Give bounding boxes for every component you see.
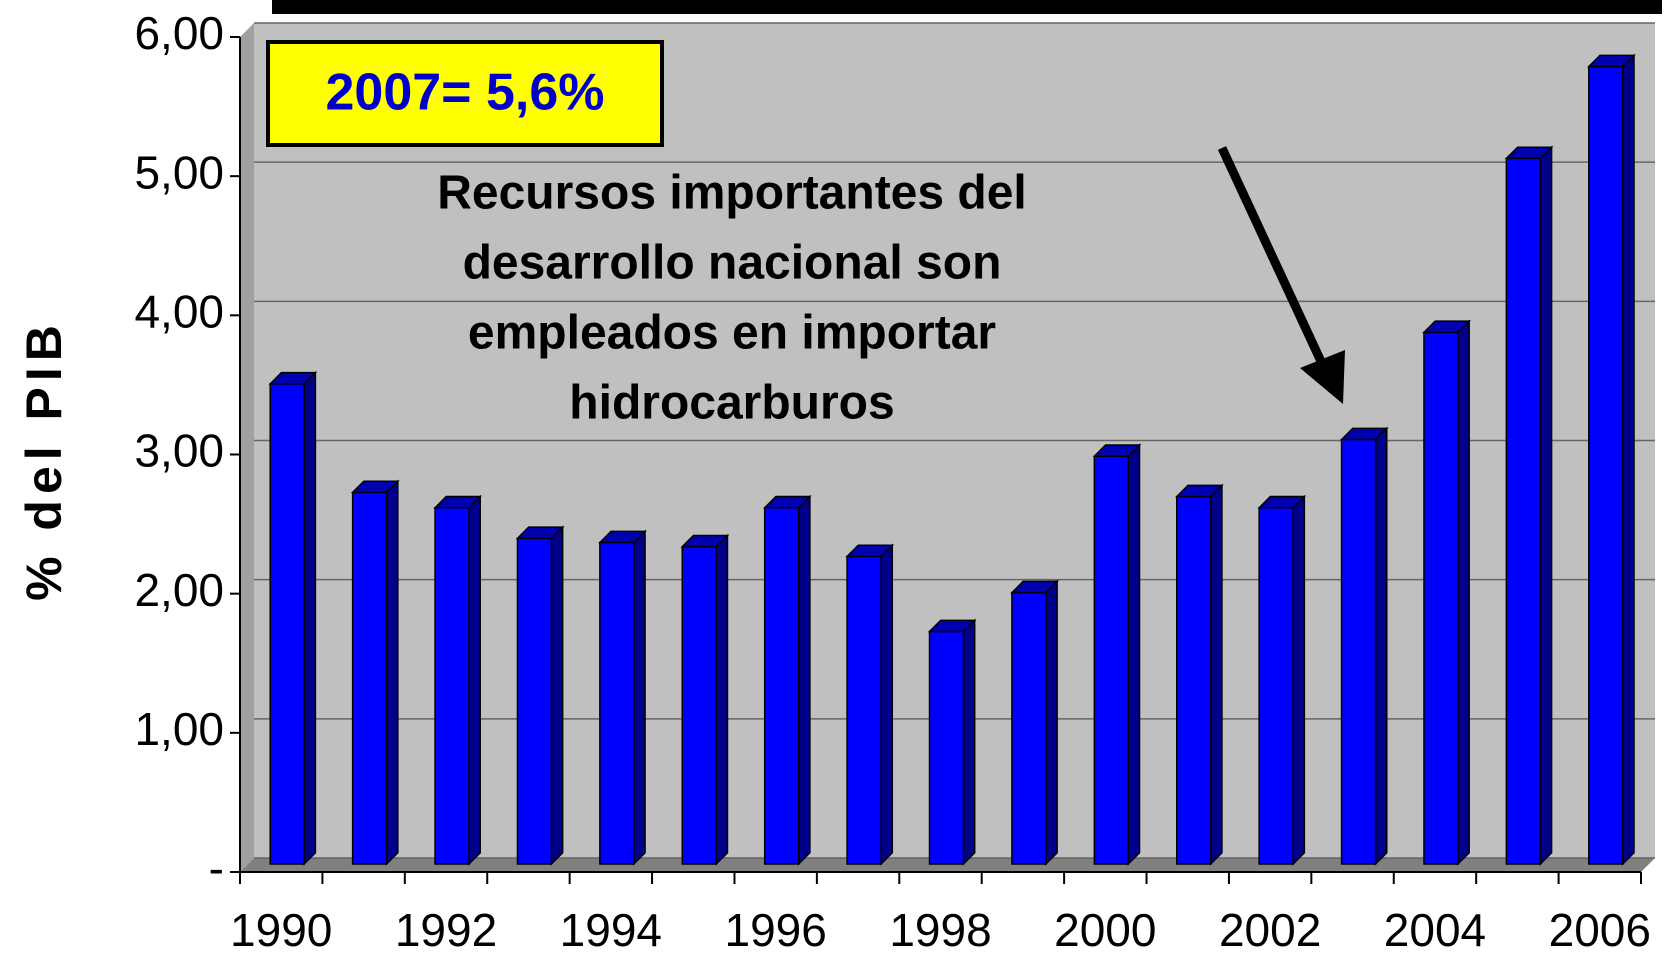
bar-group (927, 618, 977, 866)
bar-group (1504, 145, 1554, 866)
bar-group (1174, 483, 1224, 866)
bar-group (268, 370, 318, 866)
bar-group (1586, 53, 1636, 866)
bar-side (1209, 483, 1223, 866)
bar-side (715, 533, 729, 866)
bar (599, 541, 635, 865)
bar-side (1374, 426, 1388, 866)
side-wall (240, 23, 254, 872)
bar-side (880, 543, 894, 866)
annotation: desarrollo nacional son (463, 237, 1002, 290)
bar (1093, 455, 1130, 865)
y-tick-label: - (209, 842, 224, 894)
y-tick-label: 2,00 (134, 564, 224, 616)
bar-group (598, 529, 647, 866)
bar-side (1045, 579, 1058, 866)
x-tick-label: 1990 (230, 904, 332, 956)
bar (269, 383, 305, 865)
bar-side (1292, 494, 1306, 866)
bar-side (303, 370, 317, 866)
x-tick-label: 1992 (395, 904, 497, 956)
bar (351, 491, 388, 865)
bar (516, 537, 553, 865)
bar (1175, 495, 1212, 865)
bar (1505, 157, 1542, 865)
x-tick-label: 2002 (1219, 904, 1321, 956)
bar (763, 506, 800, 865)
bar-side (1622, 53, 1635, 866)
bar-side (385, 479, 399, 866)
bar-group (1257, 494, 1307, 866)
arrow-head (1300, 350, 1345, 404)
bar (1011, 591, 1047, 865)
x-tick-label: 2000 (1054, 904, 1156, 956)
bar (1588, 65, 1624, 865)
bar (681, 545, 718, 865)
bar-side (550, 525, 564, 866)
bar-group (845, 543, 895, 866)
annotation-box (266, 40, 664, 147)
x-tick-label: 1996 (725, 904, 827, 956)
bar (1258, 506, 1294, 865)
annotation: 2007= 5,6% (325, 64, 604, 122)
bar-side (468, 494, 481, 866)
bar (1340, 438, 1377, 865)
bar-side (633, 529, 646, 866)
bar-group (1339, 426, 1389, 866)
bar-group (433, 494, 483, 866)
bar-group (762, 494, 812, 866)
bar-group (1092, 443, 1142, 866)
bar-side (1457, 319, 1470, 866)
bar-group (1422, 319, 1471, 866)
y-tick-label: 1,00 (134, 703, 224, 755)
x-tick-label: 2004 (1384, 904, 1486, 956)
annotation: hidrocarburos (569, 377, 894, 430)
y-tick-label: 3,00 (134, 425, 224, 477)
top-border (272, 0, 1662, 14)
arrow-shaft (1217, 146, 1330, 372)
y-axis-label: % del PIB (16, 319, 72, 601)
bar-side (962, 618, 976, 866)
x-tick-label: 2006 (1549, 904, 1651, 956)
bar-group (680, 533, 730, 866)
bar-side (797, 494, 811, 866)
y-tick-label: 4,00 (134, 285, 224, 337)
bar-side (1539, 145, 1553, 866)
bar (846, 555, 882, 865)
y-tick-label: 6,00 (134, 7, 224, 59)
annotation: empleados en importar (468, 307, 996, 360)
bar-group (515, 525, 565, 866)
annotation: Recursos importantes del (437, 167, 1027, 220)
bar (928, 630, 965, 865)
bar-side (1127, 443, 1141, 866)
bar (1423, 331, 1459, 865)
y-tick-label: 5,00 (134, 146, 224, 198)
x-tick-label: 1994 (560, 904, 662, 956)
bar-group (350, 479, 400, 866)
floor (240, 858, 1655, 872)
x-tick-label: 1998 (889, 904, 991, 956)
bar-group (1010, 579, 1059, 866)
bar (434, 506, 470, 865)
